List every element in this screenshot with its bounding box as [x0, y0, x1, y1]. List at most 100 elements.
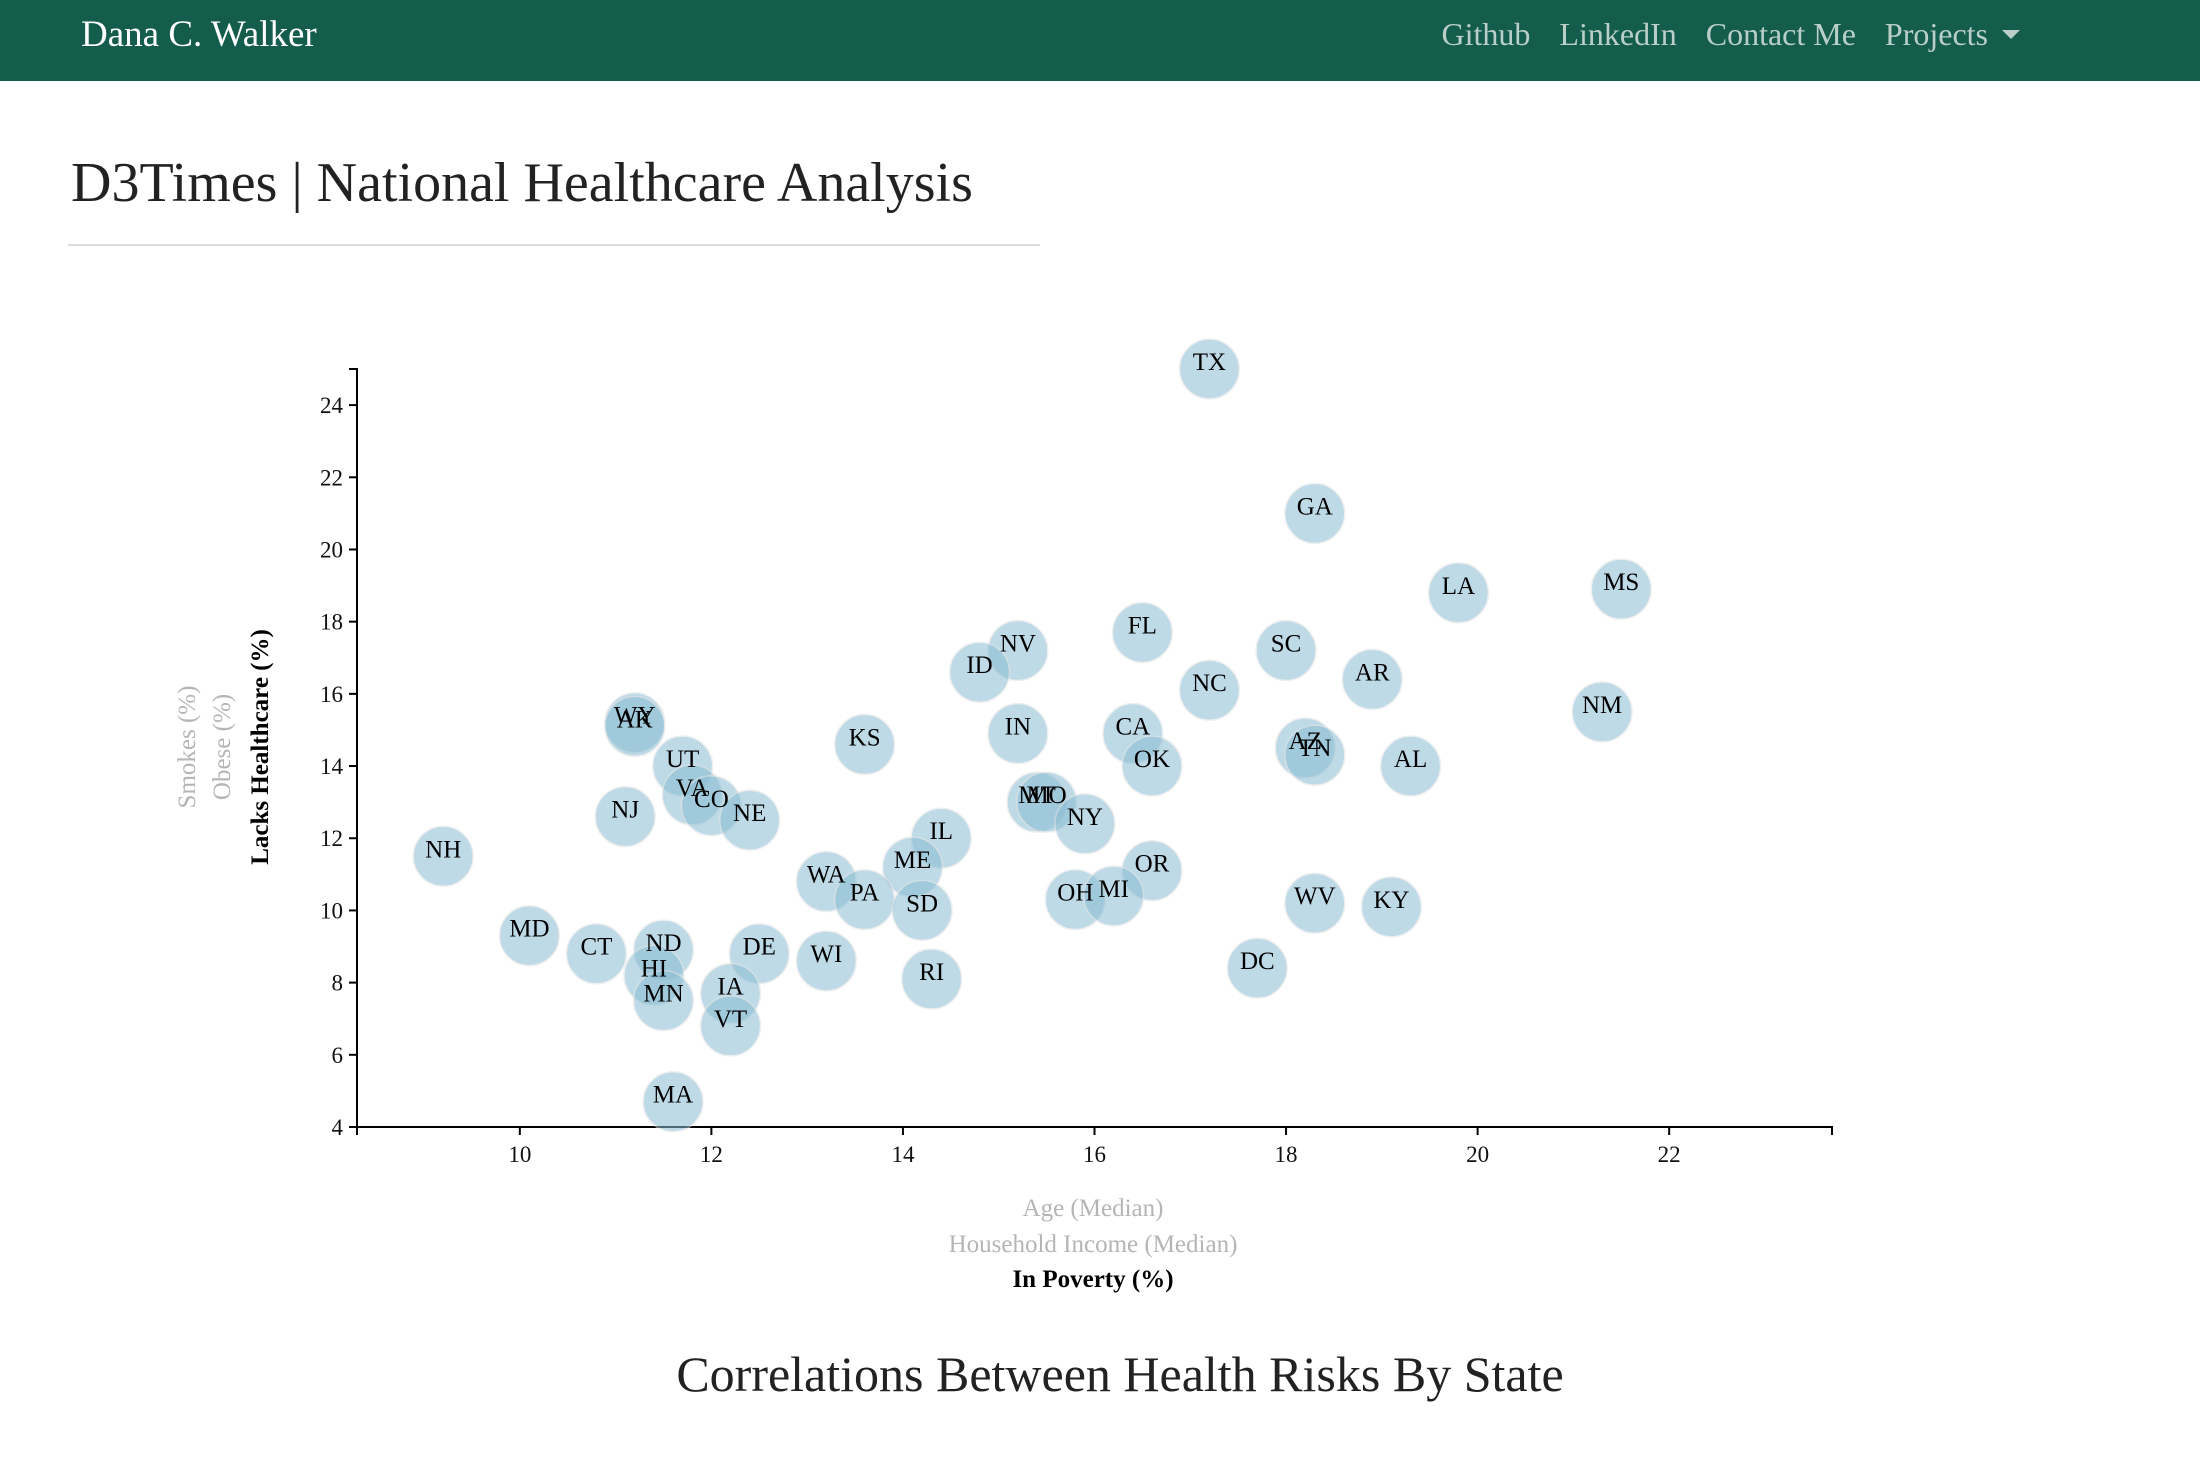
y-tick-label: 24 — [320, 393, 344, 418]
state-marker-ne[interactable] — [718, 789, 781, 851]
state-marker-dc[interactable] — [1226, 937, 1289, 999]
x-axis-labels: Age (Median) Household Income (Median) In … — [949, 1195, 1238, 1293]
state-marker-vt[interactable] — [699, 995, 762, 1057]
y-tick-label: 8 — [332, 971, 344, 996]
y-axis-option-0[interactable]: Smokes (%) — [174, 686, 201, 809]
y-axis: 4 6 8 10 12 14 16 18 20 22 24 — [320, 368, 358, 1140]
state-marker-ny[interactable] — [1054, 793, 1116, 855]
state-label-al: AL — [1394, 746, 1427, 773]
y-axis-option-2[interactable]: Lacks Healthcare (%) — [247, 629, 274, 865]
state-marker-ri[interactable] — [900, 948, 963, 1010]
state-label-ca: CA — [1115, 714, 1150, 741]
state-label-vt: VT — [714, 1006, 747, 1033]
state-marker-mi[interactable] — [1082, 865, 1145, 927]
nav-link-contact[interactable]: Contact Me — [1705, 16, 1856, 52]
state-marker-in[interactable] — [987, 702, 1049, 765]
x-axis-option-2[interactable]: In Poverty (%) — [1012, 1266, 1173, 1293]
y-tick-label: 10 — [320, 898, 343, 923]
state-label-nj: NJ — [611, 797, 639, 824]
state-marker-id[interactable] — [948, 641, 1011, 703]
state-label-mt: MT — [1018, 782, 1056, 809]
y-axis-option-1[interactable]: Obese (%) — [209, 694, 236, 800]
state-marker-al[interactable] — [1379, 735, 1442, 797]
state-marker-ok[interactable] — [1121, 735, 1183, 797]
state-label-tn: TN — [1298, 735, 1331, 762]
state-label-md: MD — [509, 916, 549, 943]
x-tick-label: 22 — [1658, 1142, 1681, 1167]
state-label-ak: AK — [617, 706, 653, 733]
y-axis-labels: Smokes (%) Obese (%) Lacks Healthcare (%) — [174, 629, 274, 865]
chevron-down-icon — [2002, 30, 2020, 39]
state-marker-nj[interactable] — [594, 785, 656, 848]
state-marker-md[interactable] — [498, 904, 561, 967]
state-label-de: DE — [743, 934, 776, 961]
state-marker-nm[interactable] — [1571, 681, 1633, 743]
state-label-ks: KS — [849, 724, 881, 751]
state-marker-ct[interactable] — [565, 922, 628, 985]
y-tick-label: 6 — [332, 1043, 344, 1068]
state-label-nh: NH — [425, 836, 461, 863]
state-label-va: VA — [676, 775, 709, 802]
state-label-or: OR — [1135, 851, 1170, 878]
state-marker-ma[interactable] — [642, 1070, 704, 1133]
state-marker-ar[interactable] — [1341, 648, 1404, 711]
state-label-in: IN — [1005, 714, 1031, 741]
x-tick-label: 20 — [1466, 1142, 1489, 1167]
state-label-sc: SC — [1271, 631, 1302, 658]
nav-links: Github LinkedIn Contact Me Projects — [1442, 16, 2020, 53]
state-label-ia: IA — [717, 973, 743, 1000]
state-label-az: AZ — [1289, 728, 1322, 755]
state-marker-fl[interactable] — [1111, 601, 1174, 664]
state-marker-la[interactable] — [1427, 562, 1490, 624]
scatter-chart: 4 6 8 10 12 14 16 18 20 22 24 10 12 14 16 18 20 22 TX GA L… — [174, 338, 1833, 1293]
state-label-nc: NC — [1192, 670, 1227, 697]
x-axis-option-1[interactable]: Household Income (Median) — [949, 1231, 1238, 1258]
state-label-nv: NV — [1000, 631, 1036, 658]
x-tick-label: 16 — [1083, 1142, 1106, 1167]
state-marker-tn[interactable] — [1284, 724, 1346, 786]
state-marker-nh[interactable] — [412, 825, 474, 888]
state-marker-tx[interactable] — [1178, 338, 1241, 400]
x-axis-option-0[interactable]: Age (Median) — [1023, 1195, 1164, 1222]
state-label-fl: FL — [1128, 612, 1157, 639]
state-label-oh: OH — [1057, 880, 1093, 907]
state-marker-ga[interactable] — [1284, 482, 1346, 545]
nav-link-github[interactable]: Github — [1441, 16, 1531, 52]
state-label-ms: MS — [1603, 569, 1639, 596]
state-label-ny: NY — [1067, 804, 1103, 831]
state-marker-nc[interactable] — [1178, 659, 1241, 721]
state-marker-ky[interactable] — [1360, 876, 1423, 938]
state-label-la: LA — [1442, 573, 1475, 600]
state-marker-sd[interactable] — [891, 879, 953, 942]
state-label-dc: DC — [1240, 948, 1275, 975]
nav-link-linkedin[interactable]: LinkedIn — [1559, 16, 1677, 52]
y-axis-line — [349, 368, 358, 1128]
nav-dropdown-projects[interactable]: Projects — [1885, 16, 2020, 53]
brand-link[interactable]: Dana C. Walker — [81, 14, 317, 55]
state-marker-wv[interactable] — [1284, 872, 1346, 934]
state-label-wa: WA — [807, 862, 846, 889]
state-label-pa: PA — [850, 880, 880, 907]
state-label-ok: OK — [1134, 746, 1170, 773]
state-marker-wi[interactable] — [795, 930, 858, 992]
state-label-ri: RI — [919, 959, 944, 986]
state-label-id: ID — [966, 652, 992, 679]
x-tick-label: 12 — [700, 1142, 723, 1167]
state-marker-mn[interactable] — [632, 969, 695, 1032]
state-label-ut: UT — [666, 746, 699, 773]
state-marker-ak[interactable] — [604, 695, 666, 758]
y-tick-label: 4 — [332, 1115, 344, 1140]
y-tick-label: 22 — [320, 465, 343, 490]
state-label-il: IL — [929, 818, 953, 845]
state-marker-ks[interactable] — [833, 713, 896, 776]
state-label-hi: HI — [641, 955, 667, 982]
state-label-nm: NM — [1582, 692, 1622, 719]
state-marker-ms[interactable] — [1590, 558, 1653, 620]
state-label-sd: SD — [906, 890, 938, 917]
state-marker-sc[interactable] — [1255, 619, 1317, 682]
chart-subtitle: Correlations Between Health Risks By Sta… — [676, 1346, 1564, 1402]
y-tick-label: 14 — [320, 754, 344, 779]
state-label-ar: AR — [1355, 659, 1390, 686]
state-label-ct: CT — [580, 934, 612, 961]
